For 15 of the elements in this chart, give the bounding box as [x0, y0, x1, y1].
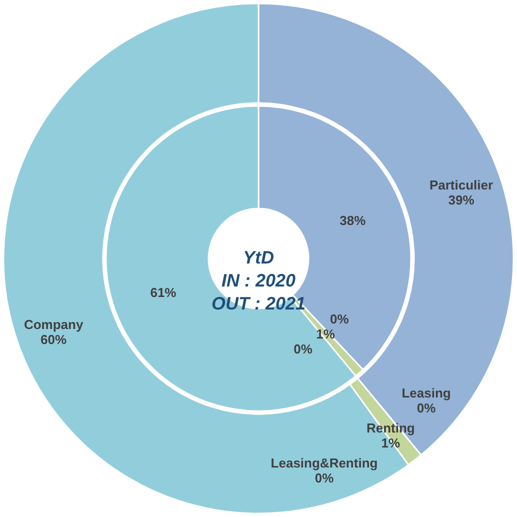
- text: YtD: [243, 248, 274, 268]
- text: 0%: [416, 400, 436, 416]
- data-label: 39%: [448, 192, 475, 208]
- text: 0%: [330, 311, 349, 326]
- data-label: 1%: [316, 326, 336, 342]
- slice-label: Company: [24, 317, 84, 332]
- category-label: Leasing&Renting: [270, 456, 378, 471]
- text: 0%: [314, 470, 334, 486]
- data-label: 38%: [340, 213, 366, 228]
- text: 0%: [294, 341, 312, 356]
- data-label: 60%: [40, 332, 67, 348]
- data-label: 61%: [150, 284, 177, 300]
- category-label: Leasing: [402, 386, 451, 401]
- slice-label: IN : 2020: [221, 270, 296, 290]
- slice-label: Particulier: [429, 178, 494, 192]
